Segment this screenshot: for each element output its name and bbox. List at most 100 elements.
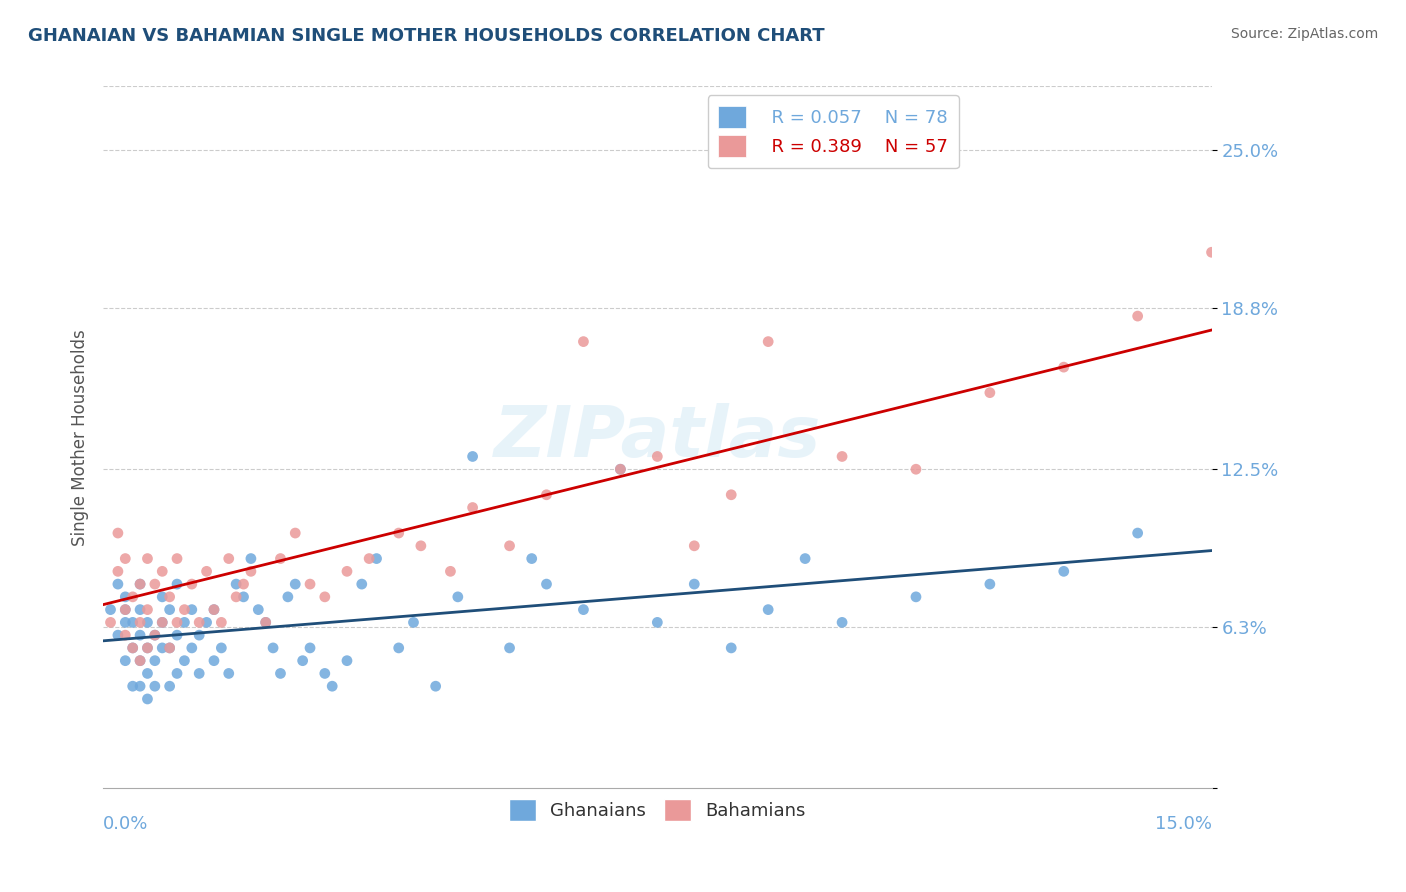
Text: GHANAIAN VS BAHAMIAN SINGLE MOTHER HOUSEHOLDS CORRELATION CHART: GHANAIAN VS BAHAMIAN SINGLE MOTHER HOUSE…: [28, 27, 825, 45]
Point: [114, 551, 136, 566]
Text: 0.0%: 0.0%: [103, 815, 149, 833]
Point: [461, 450, 484, 464]
Point: [121, 640, 143, 655]
Point: [647, 615, 669, 630]
Point: [572, 602, 595, 616]
Point: [202, 654, 225, 668]
Point: [1053, 360, 1076, 375]
Point: [359, 551, 381, 566]
Point: [121, 590, 143, 604]
Point: [129, 654, 152, 668]
Point: [166, 666, 188, 681]
Point: [299, 640, 322, 655]
Point: [402, 615, 425, 630]
Point: [1126, 526, 1149, 541]
Point: [107, 577, 129, 591]
Point: [150, 590, 173, 604]
Point: [166, 551, 188, 566]
Point: [269, 666, 291, 681]
Point: [1126, 309, 1149, 323]
Point: [498, 640, 520, 655]
Point: [254, 615, 277, 630]
Point: [166, 615, 188, 630]
Point: [262, 640, 284, 655]
Point: [136, 615, 159, 630]
Point: [831, 615, 853, 630]
Point: [180, 602, 202, 616]
Point: [609, 462, 631, 476]
Point: [121, 679, 143, 693]
Point: [314, 590, 336, 604]
Point: [202, 602, 225, 616]
Point: [136, 640, 159, 655]
Point: [314, 666, 336, 681]
Point: [284, 577, 307, 591]
Point: [166, 577, 188, 591]
Point: [425, 679, 447, 693]
Point: [756, 334, 779, 349]
Point: [129, 654, 152, 668]
Point: [100, 602, 122, 616]
Point: [188, 615, 211, 630]
Point: [129, 602, 152, 616]
Point: [647, 450, 669, 464]
Point: [720, 488, 742, 502]
Point: [239, 565, 262, 579]
Point: [254, 615, 277, 630]
Point: [136, 602, 159, 616]
Text: ZIPatlas: ZIPatlas: [494, 403, 821, 472]
Point: [536, 488, 558, 502]
Point: [195, 565, 218, 579]
Text: Source: ZipAtlas.com: Source: ZipAtlas.com: [1230, 27, 1378, 41]
Point: [159, 640, 181, 655]
Point: [143, 654, 166, 668]
Point: [299, 577, 322, 591]
Point: [107, 628, 129, 642]
Y-axis label: Single Mother Households: Single Mother Households: [72, 329, 89, 546]
Point: [284, 526, 307, 541]
Point: [218, 551, 240, 566]
Point: [202, 602, 225, 616]
Point: [143, 577, 166, 591]
Point: [143, 628, 166, 642]
Point: [136, 692, 159, 706]
Point: [536, 577, 558, 591]
Point: [143, 628, 166, 642]
Point: [609, 462, 631, 476]
Point: [904, 462, 927, 476]
Point: [195, 615, 218, 630]
Point: [409, 539, 432, 553]
Point: [350, 577, 373, 591]
Point: [188, 666, 211, 681]
Point: [720, 640, 742, 655]
Point: [225, 590, 247, 604]
Point: [321, 679, 343, 693]
Point: [180, 577, 202, 591]
Point: [247, 602, 270, 616]
Legend: Ghanaians, Bahamians: Ghanaians, Bahamians: [502, 792, 813, 829]
Text: 15.0%: 15.0%: [1154, 815, 1212, 833]
Point: [979, 577, 1001, 591]
Point: [388, 526, 411, 541]
Point: [277, 590, 299, 604]
Point: [100, 615, 122, 630]
Point: [114, 602, 136, 616]
Point: [188, 628, 211, 642]
Point: [683, 577, 706, 591]
Point: [447, 590, 470, 604]
Point: [136, 551, 159, 566]
Point: [209, 615, 232, 630]
Point: [107, 526, 129, 541]
Point: [159, 590, 181, 604]
Point: [121, 615, 143, 630]
Point: [794, 551, 817, 566]
Point: [1053, 565, 1076, 579]
Point: [159, 602, 181, 616]
Point: [150, 615, 173, 630]
Point: [979, 385, 1001, 400]
Point: [683, 539, 706, 553]
Point: [218, 666, 240, 681]
Point: [114, 590, 136, 604]
Point: [239, 551, 262, 566]
Point: [107, 565, 129, 579]
